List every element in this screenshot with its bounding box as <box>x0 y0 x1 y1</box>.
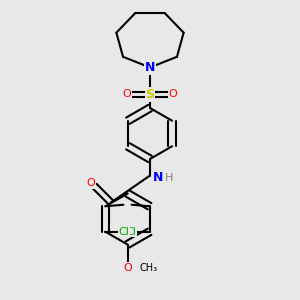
Text: O: O <box>86 178 95 188</box>
Text: Cl: Cl <box>125 227 136 237</box>
Text: N: N <box>145 61 155 74</box>
Text: N: N <box>153 171 164 184</box>
Text: CH₃: CH₃ <box>140 263 158 273</box>
Text: O: O <box>122 89 131 100</box>
Text: S: S <box>146 88 154 101</box>
Text: Cl: Cl <box>118 227 130 237</box>
Text: O: O <box>169 89 178 100</box>
Text: O: O <box>123 263 132 273</box>
Text: H: H <box>164 173 173 183</box>
